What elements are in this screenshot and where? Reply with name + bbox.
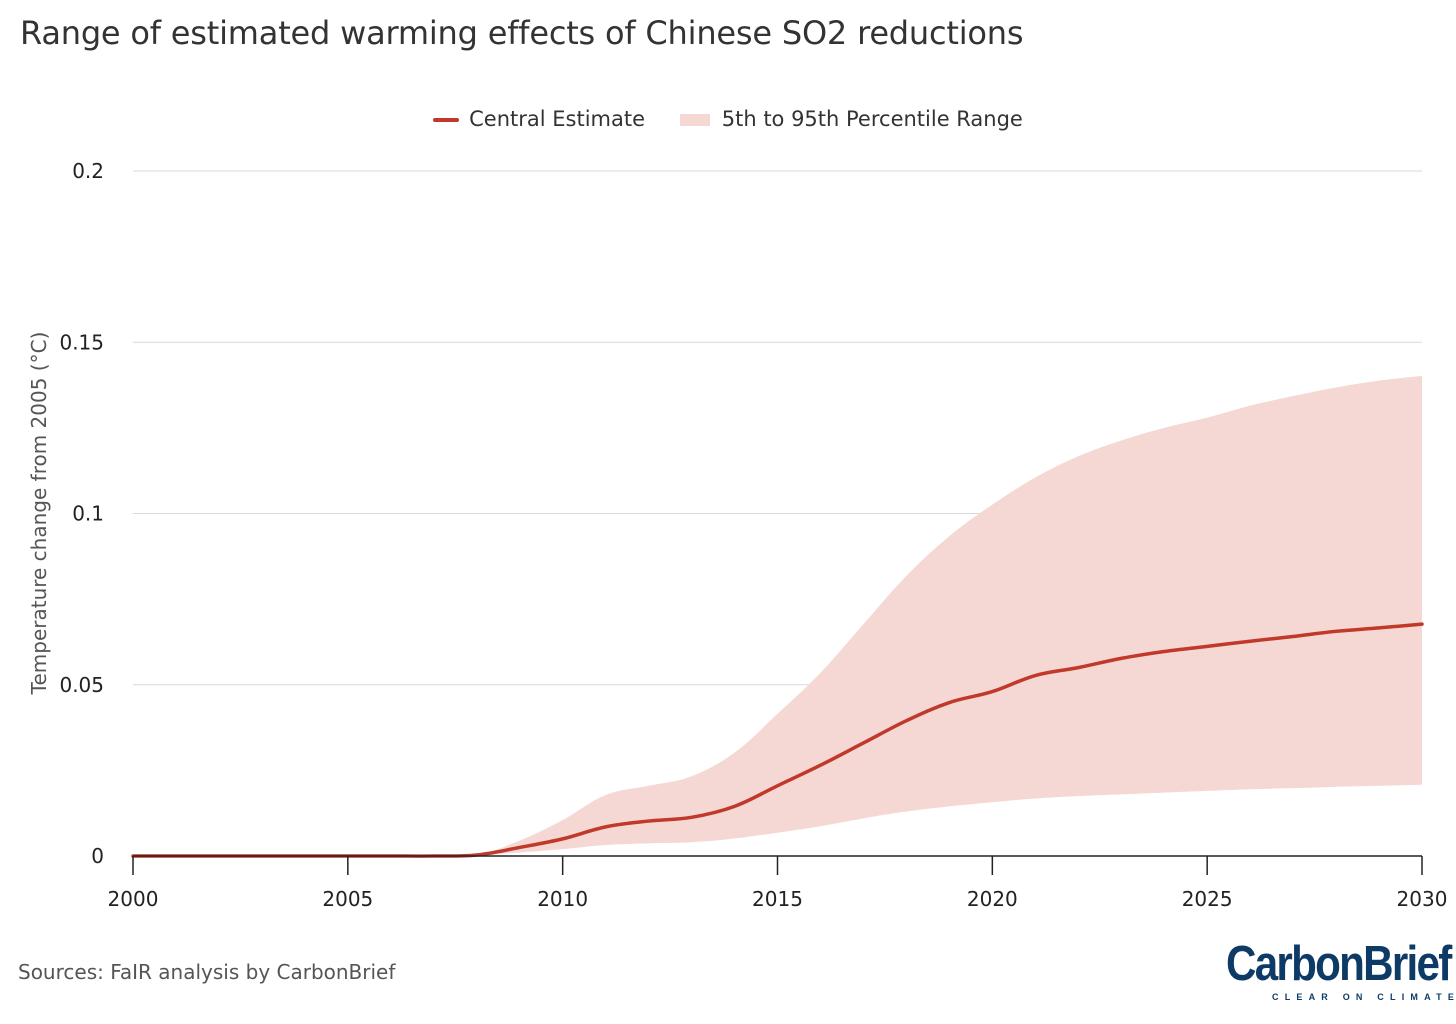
chart-title: Range of estimated warming effects of Ch…	[20, 14, 1024, 52]
legend-item-central: Central Estimate	[433, 107, 645, 131]
x-tick-label: 2005	[322, 887, 373, 911]
x-tick-label: 2025	[1182, 887, 1233, 911]
legend-item-range: 5th to 95th Percentile Range	[679, 107, 1023, 131]
legend-label-central: Central Estimate	[469, 107, 646, 131]
y-tick-label: 0	[91, 844, 104, 868]
legend-line-swatch	[433, 118, 460, 122]
legend-label-range: 5th to 95th Percentile Range	[721, 107, 1023, 131]
y-tick-label: 0.2	[72, 159, 104, 183]
y-axis-ticks: 0 0.05 0.1 0.15 0.2	[59, 159, 104, 868]
x-tick-label: 2020	[967, 887, 1018, 911]
x-tick-label: 2000	[108, 887, 159, 911]
y-tick-label: 0.1	[72, 502, 104, 526]
legend: Central Estimate 5th to 95th Percentile …	[0, 106, 1456, 131]
x-axis-ticks: 2000 2005 2010 2015 2020 2025 2030	[108, 856, 1448, 911]
percentile-band-area	[133, 375, 1422, 857]
source-note: Sources: FaIR analysis by CarbonBrief	[18, 960, 396, 984]
legend-band-swatch	[679, 114, 710, 126]
y-tick-label: 0.15	[59, 330, 104, 354]
percentile-band	[133, 375, 1422, 857]
x-tick-label: 2030	[1397, 887, 1448, 911]
y-axis-label: Temperature change from 2005 (°C)	[27, 332, 51, 696]
x-tick-label: 2010	[537, 887, 588, 911]
logo-wordmark: CarbonBrief	[1226, 937, 1452, 991]
chart-plot: 0 0.05 0.1 0.15 0.2 2000 2005 2010 2015 2020 2025…	[27, 159, 1448, 911]
y-tick-label: 0.05	[59, 673, 104, 697]
x-tick-label: 2015	[752, 887, 803, 911]
logo-tagline: CLEAR ON CLIMATE	[1272, 992, 1456, 1002]
carbonbrief-logo: CarbonBrief CLEAR ON CLIMATE	[1226, 937, 1456, 1002]
